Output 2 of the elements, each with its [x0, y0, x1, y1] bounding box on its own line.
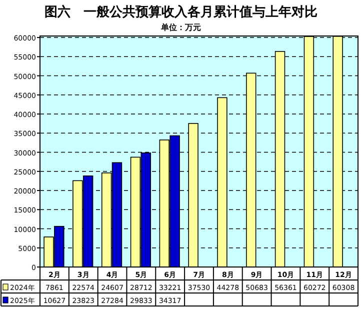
chart-subtitle: 单位：万元 — [160, 23, 201, 32]
chart-title: 图六 一般公共预算收入各月累计值与上年对比 — [44, 4, 318, 20]
